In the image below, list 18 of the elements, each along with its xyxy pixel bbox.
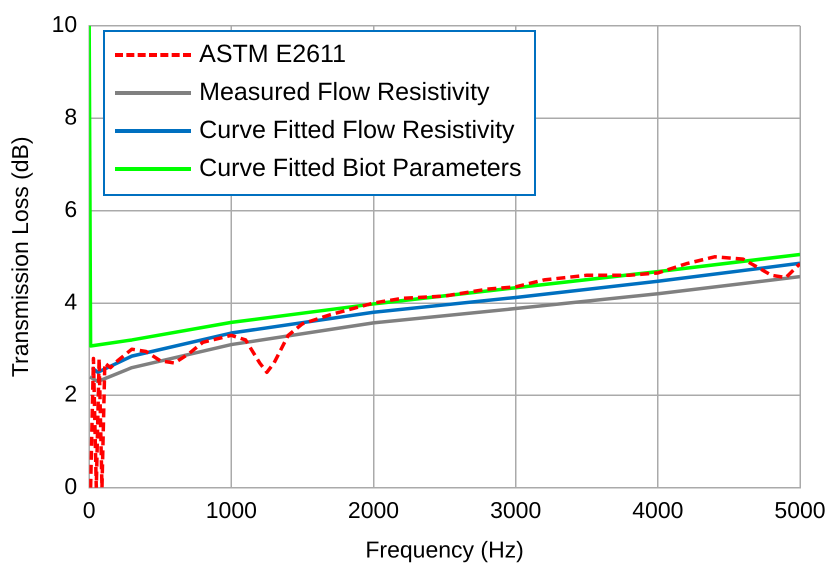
x-tick-label: 2000 [348,496,400,523]
y-tick-label: 10 [52,11,78,38]
x-tick-label: 4000 [632,496,684,523]
legend-label: Curve Fitted Biot Parameters [199,154,522,184]
y-tick-label: 6 [64,196,78,222]
legend-label: ASTM E2611 [199,40,346,70]
y-axis-title: Transmission Loss (dB) [7,136,34,378]
x-axis-title: Frequency (Hz) [365,536,524,563]
legend-label: Curve Fitted Flow Resistivity [199,116,515,146]
x-tick-label: 3000 [490,496,542,523]
x-tick-label: 5000 [774,496,826,523]
y-tick-label: 8 [64,104,78,130]
y-tick-label: 0 [64,473,78,500]
x-tick-label: 0 [82,496,96,523]
y-tick-label: 2 [64,380,78,407]
y-tick-label: 4 [64,288,78,314]
legend-label: Measured Flow Resistivity [199,78,490,108]
x-tick-label: 1000 [206,496,257,523]
